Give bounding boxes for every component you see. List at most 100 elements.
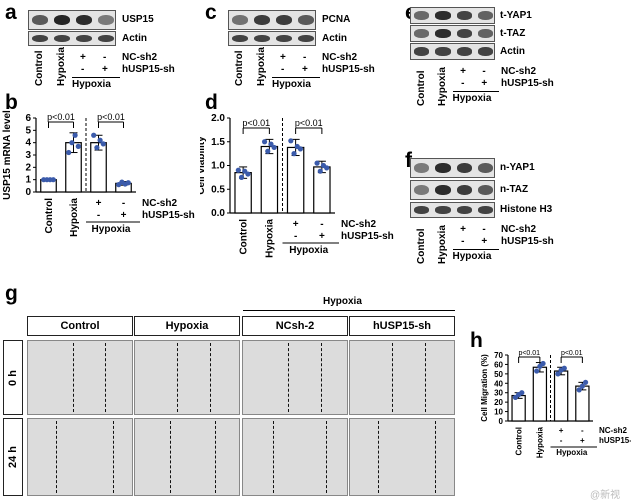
data-point [291,151,297,157]
blot-band [456,206,472,214]
nc-label: NC-sh2 [341,219,376,230]
x-label-control: Control [514,427,523,455]
nc-minus: - [320,219,323,230]
y-tick-label: 40 [494,379,503,388]
hus-label: hUSP15-sh [341,231,394,242]
y-tick-label: 1.0 [211,161,225,172]
nc-minus: - [581,426,584,435]
y-tick-label: 10 [494,408,503,417]
blot-band [456,184,472,196]
group-box-husp15sh: hUSP15-sh [349,316,455,336]
panel-a-label: a [5,1,17,24]
data-point [91,132,97,138]
data-point [72,132,78,138]
data-point [261,139,268,145]
data-point [69,140,75,146]
blot-band [456,11,472,20]
blot-band [98,14,114,26]
blot-band [435,47,451,56]
y-tick-label: 0 [25,187,31,198]
panel-d-label: d [205,91,218,114]
y-tick-label: 3 [25,150,31,161]
c-nc-plus: + [280,52,286,63]
group-box-hypoxia: Hypoxia [134,316,240,336]
e-hus-plus: + [481,78,488,89]
x-label-hypoxia: Hypoxia [536,426,545,458]
data-point [97,137,103,143]
blot-band [414,206,430,214]
wound-edge [73,343,74,412]
time-box-24h: 24 h [3,418,23,496]
bar [313,166,331,214]
data-point [265,148,271,154]
data-point [314,160,320,166]
y-tick-label: 1.5 [211,137,225,148]
p-value-label: p<0.01 [242,118,270,128]
blot-label-f-2: Histone H3 [500,204,553,215]
c-nc-minus: - [303,52,307,63]
p-value-label: p<0.01 [97,112,125,122]
scratch-image-24h-0 [27,418,133,496]
f-label-control: Control [415,228,427,264]
data-point [100,141,106,147]
wound-edge [326,421,327,493]
data-point [576,387,582,393]
wound-edge [215,421,216,493]
blot-f-row-2 [410,202,495,218]
blot-band [435,162,451,174]
a-hypoxia-group: Hypoxia [72,79,111,90]
data-point [540,360,546,367]
blot-band [298,34,314,43]
wound-edge [273,421,274,493]
data-point [288,138,294,144]
wound-edge [113,421,114,493]
blot-band [98,34,114,43]
y-tick-label: 60 [494,360,503,369]
bar [532,366,548,422]
y-tick-label: 6 [25,113,31,124]
data-point [50,177,56,183]
e-label-hypoxia: Hypoxia [436,67,448,106]
hus-plus: + [121,210,127,221]
blot-band [456,47,472,56]
data-point [271,144,277,151]
nc-label: NC-sh2 [142,198,177,209]
data-point [238,174,245,180]
data-point [555,371,561,377]
hypoxia-header: Hypoxia [323,296,362,307]
data-point [75,143,81,149]
a-hus-minus: - [81,64,85,75]
y-tick-label: 0.0 [211,208,225,219]
f-hus-minus: - [461,236,465,247]
blot-band [32,34,48,43]
hypoxia-group-label: Hypoxia [92,224,131,235]
y-axis-label: Cell Migration (%) [480,354,489,422]
watermark: @新视 [590,490,621,501]
x-label-control: Control [44,198,55,234]
wound-edge [105,343,106,412]
a-nc-plus: + [80,52,86,63]
wound-edge [210,343,211,412]
blot-band [435,29,451,38]
blot-band [477,47,493,56]
scratch-image-24h-3 [349,418,455,496]
blot-band [76,34,92,43]
blot-e-row-0 [410,7,495,24]
hus-minus: - [97,210,100,221]
scratch-image-24h-2 [242,418,348,496]
blot-band [76,14,92,26]
scratch-image-24h-1 [134,418,240,496]
a-hus-label: hUSP15-sh [122,64,175,75]
hus-plus: + [580,436,585,445]
blot-band [276,34,292,43]
data-point [245,171,251,177]
blot-band [456,162,472,174]
blot-label-e-1: t-TAZ [500,27,526,39]
hus-label: hUSP15-sh [142,210,195,221]
wound-edge [378,421,379,493]
x-label-hypoxia: Hypoxia [69,198,80,237]
blot-label-c-1: Actin [322,32,347,44]
y-tick-label: 20 [494,398,503,407]
blot-band [54,34,70,43]
blot-band [477,11,493,20]
